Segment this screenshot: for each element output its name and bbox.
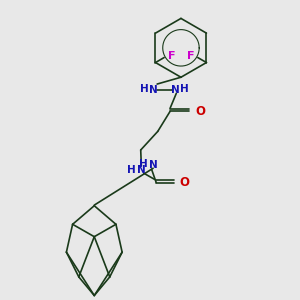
Text: H: H xyxy=(140,84,148,94)
Text: N: N xyxy=(149,160,158,170)
Text: H: H xyxy=(139,159,148,169)
Text: N: N xyxy=(171,85,180,94)
Text: F: F xyxy=(187,51,194,61)
Text: O: O xyxy=(195,105,205,118)
Text: F: F xyxy=(168,51,175,61)
Text: N: N xyxy=(149,85,158,94)
Text: O: O xyxy=(180,176,190,189)
Text: N: N xyxy=(137,165,146,175)
Text: H: H xyxy=(180,84,189,94)
Text: H: H xyxy=(127,165,136,175)
